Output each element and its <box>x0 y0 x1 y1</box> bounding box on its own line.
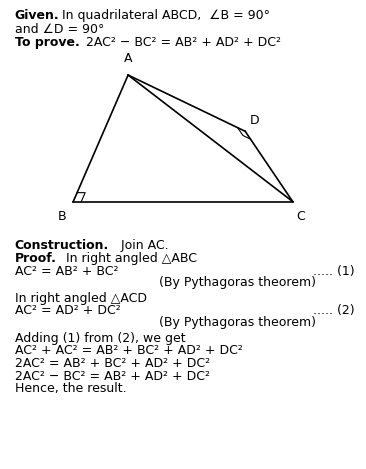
Text: 2AC² − BC² = AB² + AD² + DC²: 2AC² − BC² = AB² + AD² + DC² <box>15 370 210 383</box>
Text: A: A <box>124 52 132 65</box>
Text: (By Pythagoras theorem): (By Pythagoras theorem) <box>160 276 316 289</box>
Text: and ∠D = 90°: and ∠D = 90° <box>15 23 104 36</box>
Text: To prove.: To prove. <box>15 36 79 49</box>
Text: 2AC² = AB² + BC² + AD² + DC²: 2AC² = AB² + BC² + AD² + DC² <box>15 357 210 370</box>
Text: Hence, the result.: Hence, the result. <box>15 382 126 395</box>
Text: B: B <box>58 210 67 223</box>
Text: AC² + AC² = AB² + BC² + AD² + DC²: AC² + AC² = AB² + BC² + AD² + DC² <box>15 344 243 357</box>
Text: ..... (1): ..... (1) <box>313 265 355 278</box>
Text: Given.: Given. <box>15 9 59 23</box>
Text: In right angled △ABC: In right angled △ABC <box>54 252 197 265</box>
Text: AC² = AD² + DC²: AC² = AD² + DC² <box>15 304 120 318</box>
Text: ..... (2): ..... (2) <box>313 304 355 318</box>
Text: AC² = AB² + BC²: AC² = AB² + BC² <box>15 265 118 278</box>
Text: Join AC.: Join AC. <box>113 239 168 252</box>
Text: (By Pythagoras theorem): (By Pythagoras theorem) <box>160 316 316 329</box>
Text: Construction.: Construction. <box>15 239 109 252</box>
Text: Adding (1) from (2), we get: Adding (1) from (2), we get <box>15 332 185 345</box>
Text: In right angled △ACD: In right angled △ACD <box>15 292 147 305</box>
Text: In quadrilateral ABCD,  ∠B = 90°: In quadrilateral ABCD, ∠B = 90° <box>54 9 270 23</box>
Text: Proof.: Proof. <box>15 252 56 265</box>
Text: D: D <box>250 113 259 127</box>
Text: 2AC² − BC² = AB² + AD² + DC²: 2AC² − BC² = AB² + AD² + DC² <box>78 36 281 49</box>
Text: C: C <box>296 210 305 223</box>
